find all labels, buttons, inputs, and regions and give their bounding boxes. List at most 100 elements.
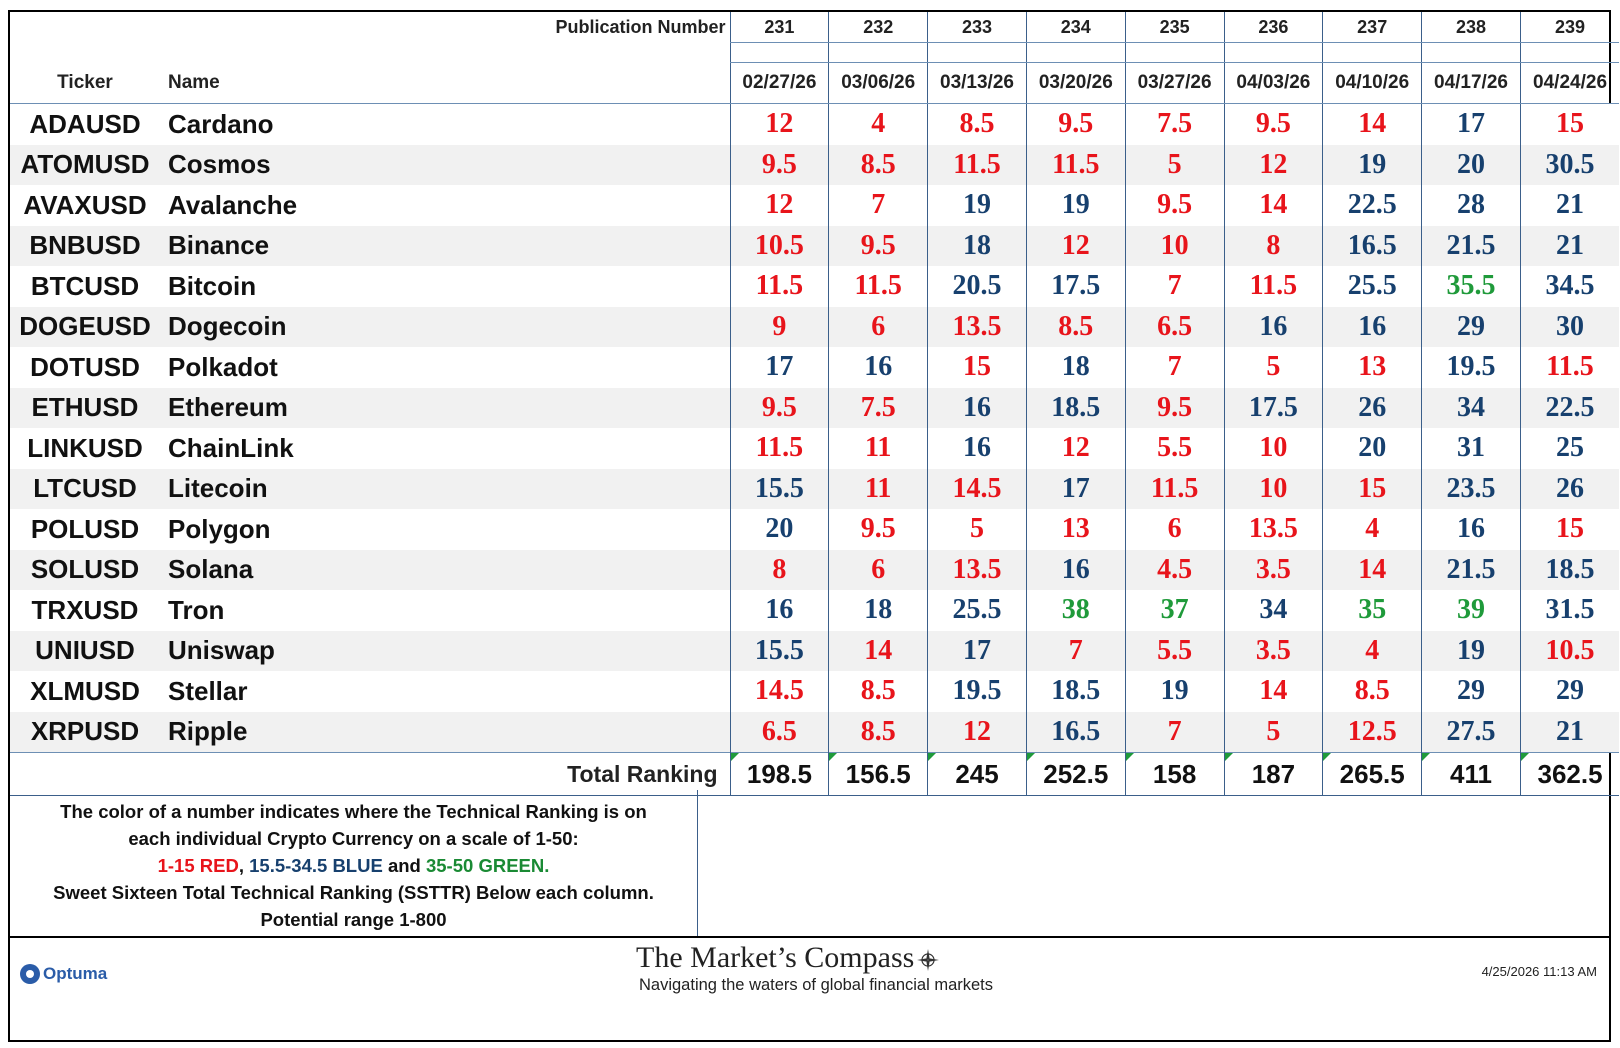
total-ranking-text: 158 [1152,758,1197,789]
legend-blue: 15.5-34.5 BLUE [249,855,383,876]
ranking-value: 9.5 [1223,103,1323,145]
header-spacer-cell [1421,42,1521,63]
ranking-value: 16 [1025,549,1126,590]
ranking-value: 15.5 [729,630,829,671]
ranking-value: 11.5 [1124,468,1224,509]
comment-marker-icon [1323,753,1332,761]
ranking-value: 12.5 [1322,711,1422,753]
ranking-value: 18 [828,590,928,631]
ranking-value: 11 [828,468,928,509]
ranking-value: 30 [1519,306,1620,347]
ranking-value: 12 [729,185,829,226]
ranking-value: 26 [1519,468,1620,509]
comment-marker-icon [1126,753,1134,761]
ticker-cell: LINKUSD [10,428,160,469]
ticker-cell: SOLUSD [10,549,160,590]
ranking-value: 39 [1421,590,1521,631]
ticker-cell: DOTUSD [10,347,160,388]
ranking-value: 3.5 [1223,630,1323,671]
ranking-value: 19.5 [927,671,1027,712]
publication-number: 231 [729,12,829,43]
legend-sep-2: and [382,855,426,876]
ranking-value: 16 [729,590,829,631]
ranking-value: 22.5 [1519,387,1620,428]
table-row: XLMUSD Stellar 14.5 8.5 19.5 18.5 19 14 8.5 29 29 [10,671,1620,712]
comment-marker-icon [731,753,739,761]
publication-date: 04/24/26 [1519,62,1620,104]
ranking-value: 9 [729,306,829,347]
ranking-value: 15.5 [729,468,829,509]
ranking-value: 7 [1025,630,1126,671]
ranking-value: 19 [1322,144,1422,185]
publication-date: 04/03/26 [1223,62,1323,104]
ranking-value: 22.5 [1322,185,1422,226]
ranking-value: 18.5 [1519,549,1620,590]
ranking-value: 17 [1025,468,1126,509]
table-row: BTCUSD Bitcoin 11.5 11.5 20.5 17.5 7 11.5 25.5 35… [10,266,1620,307]
total-ranking-text: 252.5 [1043,758,1109,789]
ranking-value: 25 [1519,428,1620,469]
name-cell: Cosmos [160,144,731,185]
ranking-value: 8.5 [828,144,928,185]
table-row: SOLUSD Solana 8 6 13.5 16 4.5 3.5 14 21.5 18.5 [10,549,1620,590]
ranking-value: 25.5 [1322,266,1422,307]
ranking-value: 16 [1322,306,1422,347]
ranking-value: 16.5 [1322,225,1422,266]
ranking-value: 18.5 [1025,671,1126,712]
ranking-value: 15 [1519,103,1620,145]
ranking-value: 7.5 [1124,103,1224,145]
name-cell: Cardano [160,103,731,145]
publication-number: 234 [1025,12,1126,43]
name-cell: Bitcoin [160,266,731,307]
total-ranking-text: 362.5 [1537,758,1603,789]
ranking-value: 31.5 [1519,590,1620,631]
legend-line-2: each individual Crypto Currency on a sca… [128,828,579,849]
ranking-value: 8 [1223,225,1323,266]
name-cell: Binance [160,225,731,266]
ranking-value: 8.5 [1322,671,1422,712]
ranking-value: 34 [1223,590,1323,631]
ticker-cell: AVAXUSD [10,185,160,226]
comment-marker-icon [928,753,937,761]
total-ranking-value: 158 [1124,752,1224,796]
ranking-value: 21.5 [1421,225,1521,266]
table-row: LINKUSD ChainLink 11.5 11 16 12 5.5 10 20 31 25 [10,428,1620,469]
ranking-value: 11 [828,428,928,469]
ranking-value: 37 [1124,590,1224,631]
publication-date: 03/20/26 [1025,62,1126,104]
legend-line-5: Potential range 1-800 [260,909,447,930]
ticker-cell: DOGEUSD [10,306,160,347]
optuma-logo-icon [20,964,40,984]
ranking-value: 8 [729,549,829,590]
ranking-value: 4.5 [1124,549,1224,590]
color-legend: The color of a number indicates where th… [10,790,698,938]
publication-date: 03/27/26 [1124,62,1224,104]
ranking-value: 7 [1124,347,1224,388]
ranking-value: 11.5 [828,266,928,307]
comment-marker-icon [1422,753,1431,761]
total-ranking-value: 411 [1421,752,1521,796]
legend-green: 35-50 GREEN. [425,855,550,876]
ranking-value: 12 [729,103,829,145]
name-cell: Stellar [160,671,731,712]
ranking-value: 21 [1519,185,1620,226]
ranking-sheet: Publication Number 231 232 233 234 235 236 237… [8,10,1620,1042]
legend-red: 1-15 RED [157,855,239,876]
header-spacer-cell [828,42,928,63]
name-cell: Ethereum [160,387,731,428]
optuma-logo: Optuma [20,964,107,984]
name-cell: Dogecoin [160,306,731,347]
total-ranking-value: 362.5 [1519,752,1620,796]
header-spacer-row [10,42,1620,63]
name-cell: Ripple [160,711,731,753]
ranking-value: 8.5 [828,711,928,753]
ranking-value: 11.5 [729,428,829,469]
ranking-value: 12 [927,711,1027,753]
brand-title-text: The Market’s Compass [636,941,915,974]
ranking-value: 20.5 [927,266,1027,307]
ranking-value: 35 [1322,590,1422,631]
ranking-value: 15 [1322,468,1422,509]
table-row: POLUSD Polygon 20 9.5 5 13 6 13.5 4 16 15 [10,509,1620,550]
ranking-value: 10 [1223,468,1323,509]
total-ranking-text: 187 [1251,758,1296,789]
